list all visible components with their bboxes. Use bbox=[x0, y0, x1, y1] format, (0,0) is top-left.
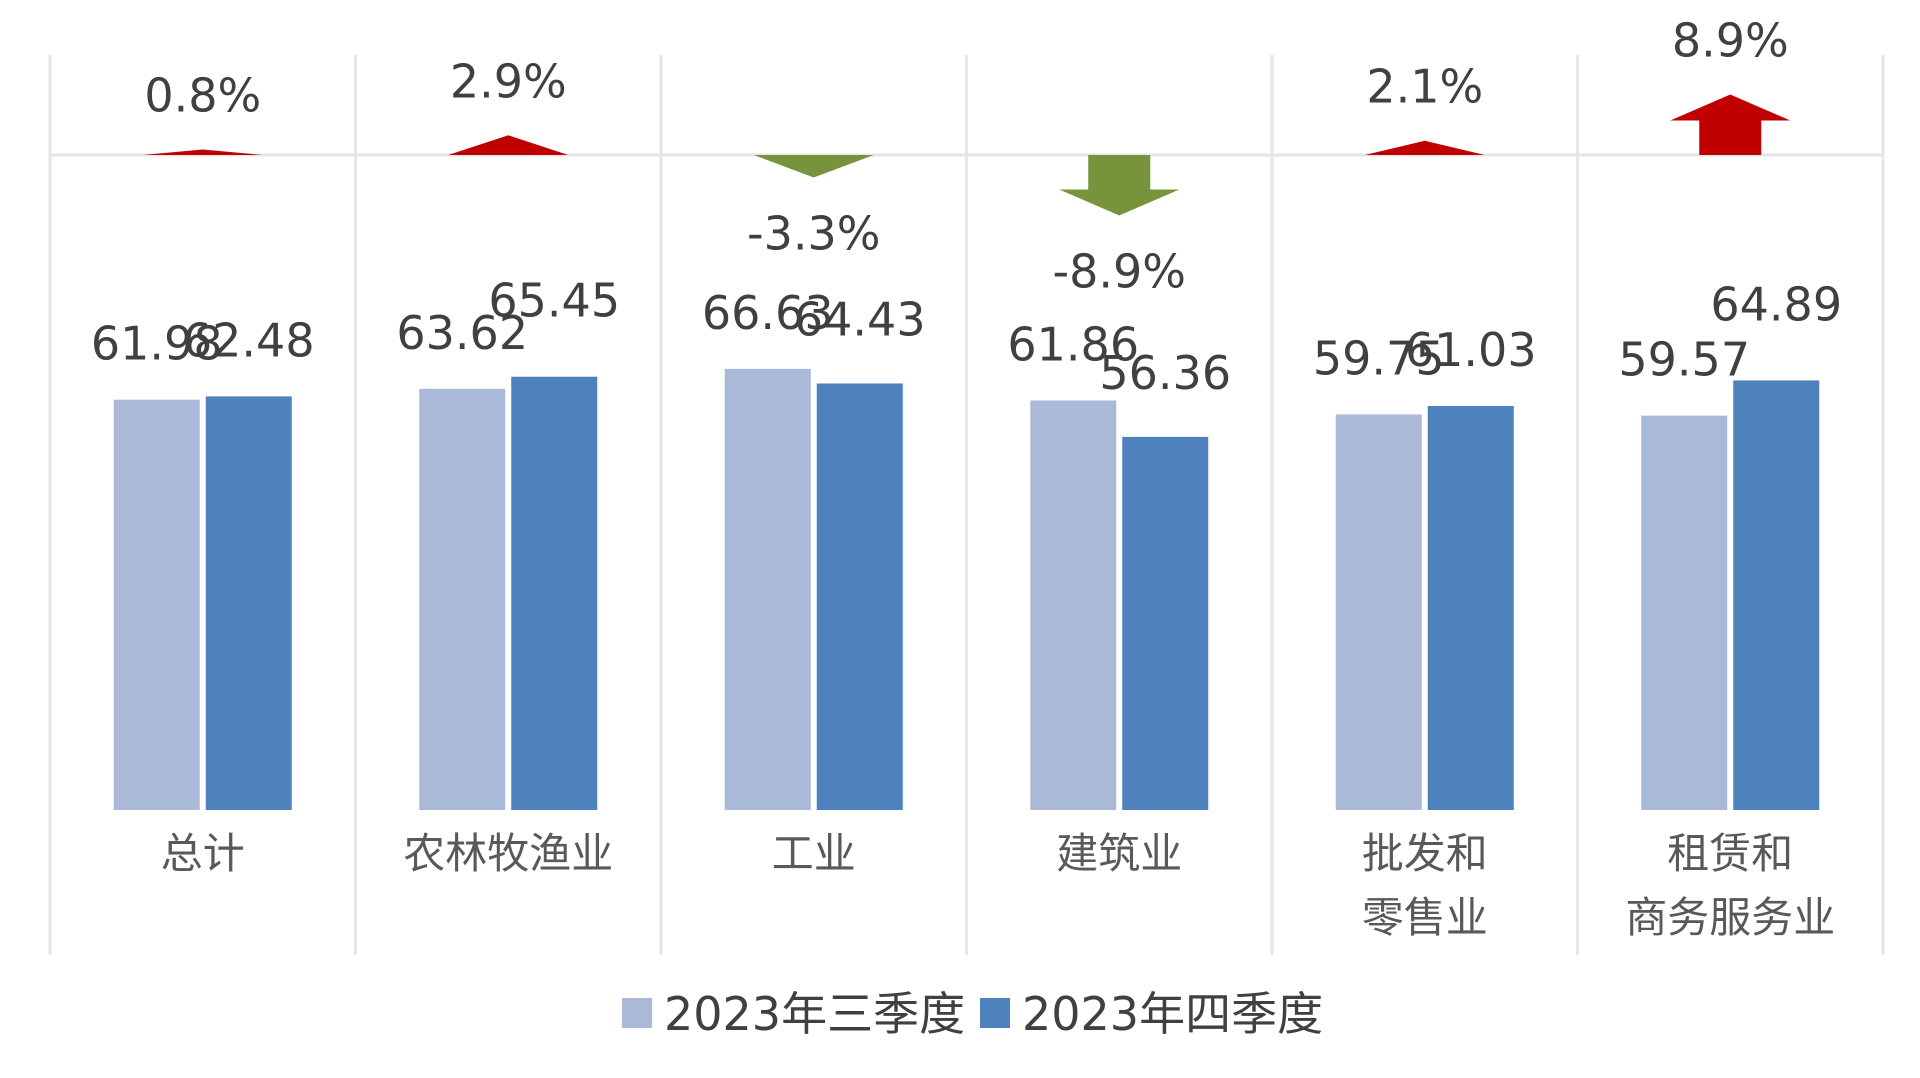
data-label-q3: 61.86 bbox=[1007, 317, 1139, 371]
panel-grid bbox=[48, 55, 1885, 955]
down-arrow-icon bbox=[1059, 155, 1180, 216]
legend-swatch-q3 bbox=[622, 998, 652, 1028]
bar-q3 bbox=[1335, 414, 1422, 810]
data-label-q3: 63.62 bbox=[396, 306, 528, 360]
legend-label-q4: 2023年四季度 bbox=[1022, 987, 1323, 1041]
down-arrow-icon bbox=[753, 155, 874, 178]
bars bbox=[113, 368, 1820, 810]
data-label-q4: 65.45 bbox=[488, 274, 620, 328]
bar-q4 bbox=[205, 396, 292, 810]
up-arrow-icon bbox=[1670, 94, 1791, 155]
category-label: 零售业 bbox=[1362, 893, 1488, 942]
bar-q4 bbox=[1122, 436, 1209, 810]
category-label: 总计 bbox=[161, 829, 245, 878]
bar-q3 bbox=[1030, 400, 1117, 810]
bar-q3 bbox=[1641, 415, 1728, 810]
category-label: 批发和 bbox=[1362, 829, 1488, 878]
data-label-q3: 61.98 bbox=[91, 317, 223, 371]
data-label-q4: 64.89 bbox=[1710, 277, 1842, 331]
bar-q3 bbox=[724, 368, 811, 810]
change-label: 0.8% bbox=[144, 69, 261, 123]
bar-q4 bbox=[816, 383, 903, 810]
up-arrow-icon bbox=[142, 149, 263, 155]
data-label-q4: 62.48 bbox=[183, 313, 315, 367]
bar-q4 bbox=[1427, 405, 1514, 810]
change-label: 8.9% bbox=[1672, 13, 1789, 67]
bar-q3 bbox=[113, 399, 200, 810]
bar-q4 bbox=[511, 376, 598, 810]
data-label-q4: 56.36 bbox=[1099, 346, 1231, 400]
data-label-q3: 59.57 bbox=[1618, 333, 1750, 387]
change-label: 2.1% bbox=[1366, 60, 1483, 114]
data-label-q3: 66.63 bbox=[702, 286, 834, 340]
bar-q4 bbox=[1733, 380, 1820, 810]
up-arrow-icon bbox=[448, 135, 569, 155]
data-label-q3: 59.75 bbox=[1313, 331, 1445, 385]
change-label: 2.9% bbox=[450, 54, 567, 108]
legend: 2023年三季度 2023年四季度 bbox=[622, 987, 1323, 1041]
change-label: -8.9% bbox=[1053, 245, 1186, 299]
bar-q3 bbox=[419, 388, 506, 810]
up-arrow-icon bbox=[1364, 140, 1485, 155]
legend-label-q3: 2023年三季度 bbox=[664, 987, 965, 1041]
category-label: 农林牧渔业 bbox=[403, 829, 613, 878]
category-label: 建筑业 bbox=[1056, 829, 1182, 878]
change-label: -3.3% bbox=[747, 206, 880, 260]
change-arrows bbox=[142, 94, 1791, 216]
category-label: 租赁和 bbox=[1667, 829, 1793, 878]
legend-swatch-q4 bbox=[980, 998, 1010, 1028]
data-label-q4: 61.03 bbox=[1405, 323, 1537, 377]
category-label: 商务服务业 bbox=[1625, 893, 1835, 942]
category-label: 工业 bbox=[772, 829, 856, 878]
data-label-q4: 64.43 bbox=[794, 292, 926, 346]
